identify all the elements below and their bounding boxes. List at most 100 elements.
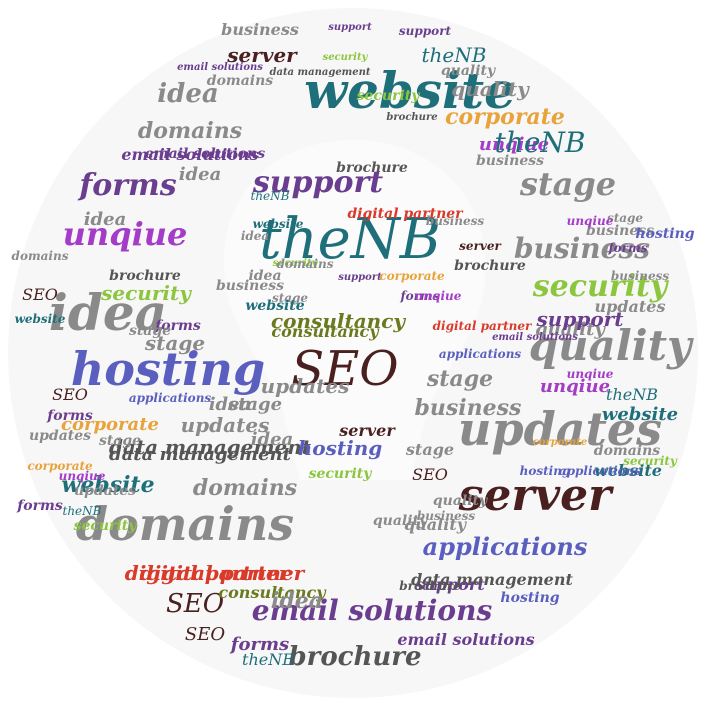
cloud-word-security: security [273, 258, 319, 269]
cloud-word-stage: stage [607, 211, 643, 225]
cloud-word-thenb: theNB [242, 650, 294, 669]
cloud-word-stage: stage [272, 291, 308, 305]
cloud-word-idea: idea [49, 283, 167, 342]
cloud-word-applications: applications [129, 391, 212, 405]
cloud-word-hosting: hosting [71, 342, 265, 396]
cloud-word-digital-partner: digital partner [140, 561, 306, 585]
cloud-word-hosting: hosting [298, 436, 383, 460]
cloud-word-unqiue: unqiue [567, 214, 614, 228]
cloud-word-corporate: corporate [27, 459, 93, 473]
cloud-word-forms: forms [608, 241, 648, 255]
cloud-word-seo: SEO [412, 465, 448, 484]
cloud-word-domains: domains [76, 497, 294, 551]
cloud-word-forms: forms [154, 318, 201, 334]
cloud-word-corporate: corporate [61, 414, 159, 435]
cloud-word-consultancy: consultancy [271, 322, 380, 341]
cloud-word-quality: quality [535, 319, 606, 340]
cloud-word-digital-partner: digital partner [433, 319, 533, 333]
cloud-word-support: support [338, 272, 382, 283]
cloud-word-updates: updates [181, 413, 270, 437]
cloud-word-security: security [74, 518, 138, 534]
cloud-word-quality: quality [451, 77, 530, 101]
cloud-word-applications: applications [559, 464, 642, 478]
cloud-word-consultancy: consultancy [218, 583, 327, 602]
words-layer: websitetheNBSEOideahostingupdatesquality… [12, 20, 695, 672]
cloud-word-server: server [338, 421, 396, 440]
cloud-word-domains: domains [594, 443, 661, 459]
cloud-word-business: business [221, 20, 299, 39]
cloud-word-stage: stage [519, 165, 616, 203]
cloud-word-unqiue: unqiue [479, 134, 549, 155]
cloud-word-stage: stage [227, 394, 282, 415]
cloud-word-idea: idea [271, 588, 323, 614]
cloud-word-support: support [328, 22, 372, 33]
cloud-word-idea: idea [248, 268, 281, 284]
cloud-word-seo: SEO [22, 285, 58, 304]
cloud-word-data-management: data management [109, 444, 292, 465]
cloud-word-email-solutions: email solutions [492, 332, 578, 343]
cloud-word-hosting: hosting [635, 226, 694, 242]
cloud-word-email-solutions: email solutions [121, 145, 258, 164]
cloud-word-brochure: brochure [386, 112, 437, 123]
cloud-word-security: security [309, 466, 373, 482]
cloud-word-support: support [252, 165, 383, 200]
cloud-word-seo: SEO [166, 589, 224, 619]
cloud-word-brochure: brochure [454, 258, 526, 274]
cloud-word-updates: updates [74, 483, 136, 499]
cloud-word-security: security [532, 269, 670, 304]
cloud-word-seo: SEO [52, 385, 88, 404]
cloud-word-unqiue: unqiue [415, 289, 462, 303]
cloud-word-unqiue: unqiue [540, 376, 610, 397]
cloud-word-thenb: theNB [606, 385, 658, 404]
cloud-word-quality: quality [529, 321, 694, 370]
cloud-word-support: support [399, 24, 452, 38]
cloud-word-quality: quality [404, 515, 468, 534]
cloud-word-business: business [216, 278, 284, 294]
cloud-word-data-management: data management [411, 570, 573, 589]
cloud-word-quality: quality [441, 63, 496, 79]
cloud-word-website: website [15, 312, 66, 326]
cloud-word-email-solutions: email solutions [252, 594, 493, 627]
cloud-word-updates: updates [261, 374, 350, 398]
lightbulb-outline-shape [223, 140, 486, 480]
cloud-word-digital-partner: digital partner [125, 561, 291, 585]
cloud-word-data-management: data management [109, 435, 312, 459]
cloud-word-website: website [602, 404, 678, 425]
cloud-word-unqiue: unqiue [567, 367, 614, 381]
cloud-word-domains: domains [277, 257, 334, 271]
cloud-word-applications: applications [423, 532, 588, 561]
cloud-word-hosting: hosting [520, 464, 571, 478]
cloud-word-website: website [245, 298, 304, 314]
cloud-word-idea: idea [157, 79, 218, 109]
cloud-word-support: support [536, 307, 625, 331]
cloud-word-brochure: brochure [109, 268, 181, 284]
cloud-word-domains: domains [207, 73, 274, 89]
cloud-word-website: website [594, 461, 662, 480]
cloud-word-business: business [476, 153, 544, 169]
cloud-word-domains: domains [12, 249, 69, 263]
cloud-word-corporate: corporate [379, 269, 445, 283]
cloud-word-website: website [304, 61, 516, 120]
cloud-word-idea: idea [179, 164, 222, 185]
cloud-word-unqiue: unqiue [59, 469, 106, 483]
cloud-word-stage: stage [129, 323, 171, 339]
cloud-word-quality: quality [373, 513, 428, 529]
cloud-word-forms: forms [77, 168, 176, 203]
cloud-word-business: business [586, 223, 654, 239]
cloud-word-idea: idea [251, 429, 294, 450]
cloud-word-server: server [226, 43, 298, 67]
cloud-word-thenb: theNB [495, 126, 586, 159]
cloud-word-domains: domains [193, 475, 297, 501]
cloud-word-hosting: hosting [500, 590, 559, 606]
cloud-word-business: business [611, 269, 670, 283]
cloud-word-domains: domains [138, 118, 242, 144]
cloud-word-seo: SEO [291, 341, 398, 397]
cloud-word-thenb: theNB [422, 43, 487, 67]
cloud-word-corporate: corporate [445, 104, 565, 130]
cloud-word-digital-partner: digital partner [347, 206, 464, 222]
cloud-word-corporate: corporate [533, 437, 587, 448]
cloud-word-thenb: theNB [63, 504, 102, 518]
cloud-word-forms: forms [46, 408, 93, 424]
cloud-word-business: business [514, 232, 650, 265]
